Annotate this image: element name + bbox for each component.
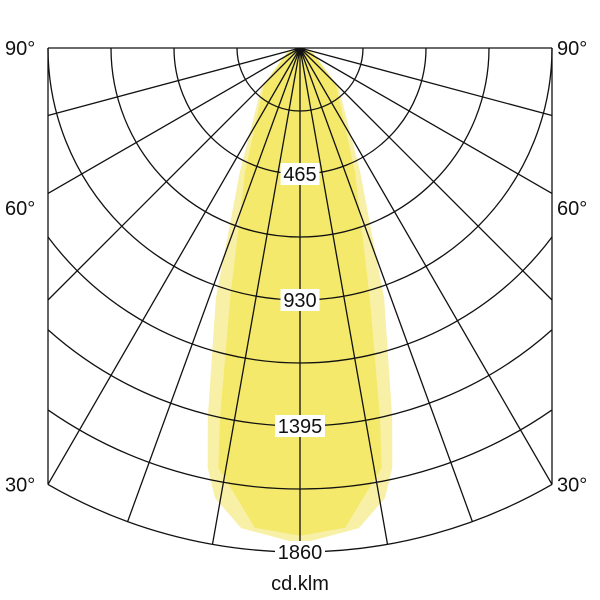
angle-label-left: 30° (5, 474, 35, 496)
angle-spoke (47, 47, 301, 485)
angle-spoke (299, 47, 473, 522)
angle-label-left: 60° (5, 198, 35, 220)
angle-label-right: 60° (557, 198, 587, 220)
radial-label-bg (280, 163, 320, 185)
angle-spoke (299, 47, 553, 485)
angle-label-right: 90° (557, 38, 587, 60)
angle-spoke (47, 47, 301, 195)
radial-label-bg (275, 415, 325, 437)
angle-spoke (299, 47, 553, 301)
unit-label: cd.klm (271, 573, 329, 595)
radial-tick-label: 930 (283, 290, 316, 312)
angle-spoke (47, 47, 301, 301)
polar-grid (47, 47, 553, 553)
radial-tick-label: 465 (283, 164, 316, 186)
radial-tick-label: 1860 (278, 542, 323, 564)
angle-spoke (47, 47, 301, 117)
angle-spoke (299, 47, 389, 545)
radial-tick-label: 1395 (278, 416, 323, 438)
angle-spoke (299, 47, 553, 195)
angle-label-right: 30° (557, 474, 587, 496)
angle-label-left: 90° (5, 38, 35, 60)
axis-labels: 465 930 1395 1860 90° 90° 60° 60° 30° 30° cd.klm (5, 38, 587, 595)
radial-label-bg (275, 541, 325, 563)
angle-spoke (127, 47, 301, 522)
radial-label-bg (280, 289, 320, 311)
angle-spoke (299, 47, 553, 117)
angle-spoke (211, 47, 301, 545)
